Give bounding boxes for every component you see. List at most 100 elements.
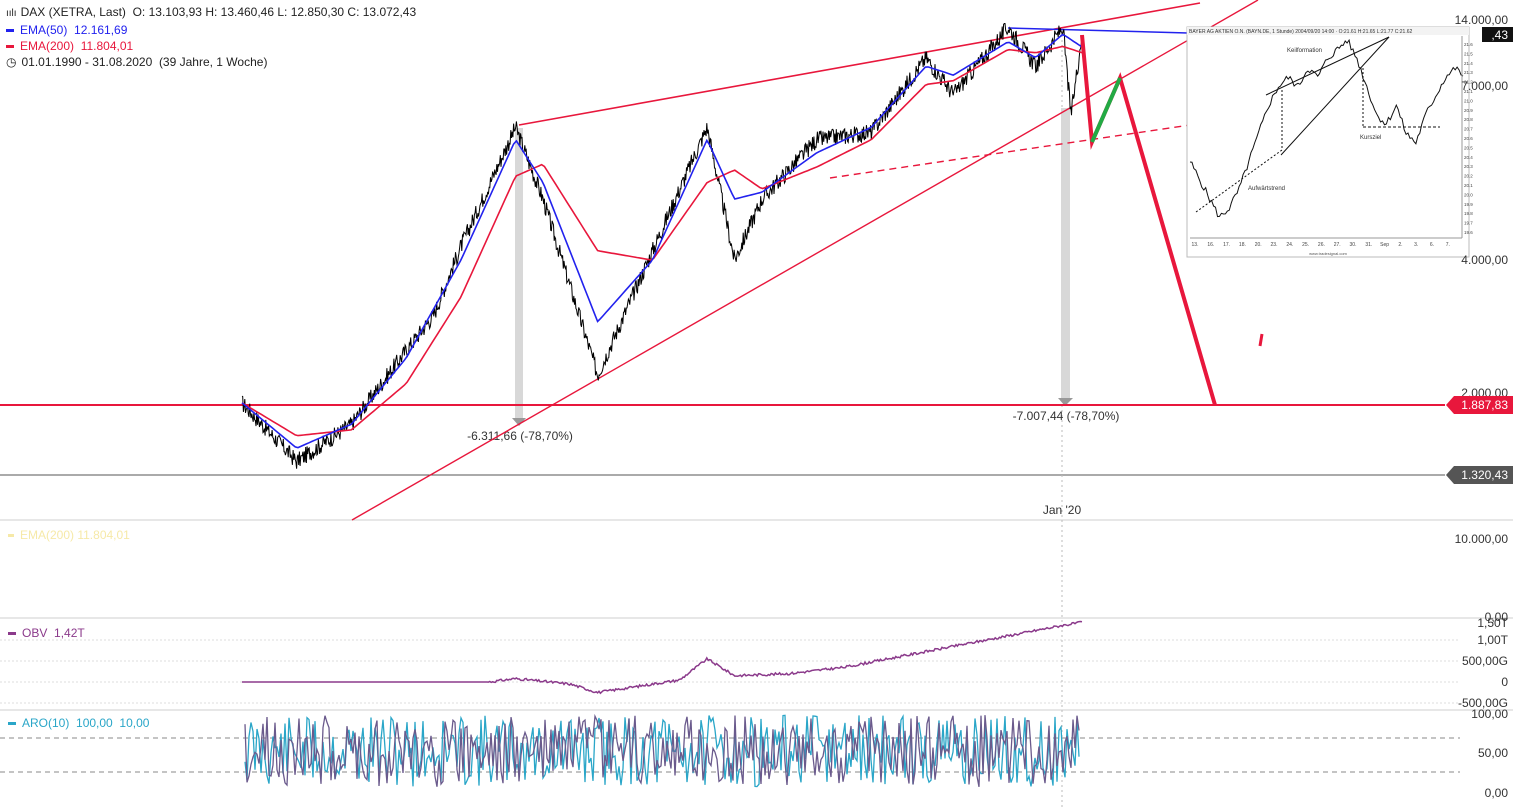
drawdown-measure-2020[interactable]	[1061, 108, 1070, 400]
obv-tick: 1,00T	[1477, 633, 1508, 647]
upper-wedge-line[interactable]	[518, 2, 1201, 126]
inset-y-tick: 21.6	[1464, 42, 1473, 47]
obv-tick: 1,50T	[1477, 616, 1508, 630]
obv-label: OBV	[22, 626, 48, 640]
inset-y-tick: 21.1	[1464, 89, 1473, 94]
inset-y-tick: 20.3	[1464, 164, 1473, 169]
ema50-series[interactable]	[241, 33, 1083, 449]
instrument-name: DAX (XETRA, Last)	[20, 5, 126, 19]
inset-x-tick: 2.	[1398, 242, 1402, 248]
drawdown-annotation-1: -6.311,66 (-78,70%)	[467, 429, 573, 443]
inset-x-tick: 26.	[1318, 242, 1325, 248]
inset-x-tick: 30.	[1350, 242, 1357, 248]
inset-y-tick: 20.2	[1464, 174, 1473, 179]
inset-y-tick: 21.2	[1464, 80, 1473, 85]
inset-frame	[1186, 26, 1470, 258]
inset-x-tick: 23.	[1271, 242, 1278, 248]
inset-x-ticks: 13. 16. 17. 18. 20. 23. 24. 25. 26. 27. 30. 31. Sep 2…	[1192, 242, 1450, 248]
legend-title-row: ıılı DAX (XETRA, Last) O: 13.103,93 H: 13…	[6, 4, 416, 22]
ema200-label: EMA(200)	[20, 39, 75, 53]
inset-label-kursziel: Kursziel	[1360, 135, 1381, 141]
inset-x-tick: 25.	[1302, 242, 1309, 248]
inset-x-tick: 3.	[1414, 242, 1418, 248]
stray-mark	[1258, 333, 1264, 347]
obv-tick: 500,00G	[1462, 654, 1508, 668]
inset-wedge-lower	[1280, 36, 1390, 156]
legend-ema50[interactable]: EMA(50) 12.161,69	[6, 22, 416, 38]
ema200-series[interactable]	[241, 45, 1083, 437]
inset-header-bar	[1187, 27, 1469, 35]
inset-y-tick: 20.7	[1464, 127, 1473, 132]
projection-up-path[interactable]	[1090, 77, 1122, 143]
level-tag-1320[interactable]	[1446, 466, 1513, 484]
aro-tick: 0,00	[1485, 786, 1509, 800]
obv-tick: -500,00G	[1458, 696, 1508, 710]
inset-wedge-upper	[1265, 36, 1390, 96]
inset-chart[interactable]: BAYER AG AKTIEN O.N. (BAYN.DE, 1 Stunde)…	[1186, 26, 1473, 258]
obv-tick: 0	[1501, 675, 1508, 689]
chart-legend: ıılı DAX (XETRA, Last) O: 13.103,93 H: 13…	[6, 4, 416, 70]
inset-x-tick: Sep	[1380, 242, 1389, 248]
obv-series[interactable]	[242, 620, 1083, 695]
ema-panel-legend[interactable]: EMA(200) 11.804,01	[8, 527, 130, 543]
obv-panel-legend[interactable]: OBV 1,42T	[8, 625, 85, 641]
ema-panel-tick: 10.000,00	[1455, 532, 1509, 546]
neckline-dashed[interactable]	[829, 124, 1191, 179]
x-tick-jan20: Jan '20	[1043, 503, 1082, 517]
lower-wedge-line[interactable]	[351, 0, 1259, 521]
inset-price-series	[1189, 38, 1464, 218]
inset-footer: www.tradesignal.com	[1309, 251, 1347, 256]
inset-label-keil: Keilformation	[1287, 48, 1322, 54]
inset-y-tick: 21.5	[1464, 51, 1473, 56]
level-tag-1887[interactable]	[1446, 396, 1513, 414]
ema200-value: 11.804,01	[80, 39, 134, 53]
obv-value: 1,42T	[54, 626, 85, 640]
y-tick: 7.000,00	[1461, 79, 1508, 93]
aroon-series[interactable]	[244, 713, 1080, 788]
drawdown-measure-2000[interactable]	[515, 128, 523, 420]
inset-y-tick: 20.5	[1464, 145, 1473, 150]
inset-y-tick: 20.9	[1464, 108, 1473, 113]
inset-y-tick: 20.1	[1464, 183, 1473, 188]
inset-y-tick: 19.7	[1464, 221, 1473, 226]
level-tag-1320-text: 1.320,43	[1461, 468, 1508, 482]
candlestick-icon: ıılı	[6, 8, 17, 19]
y-tick: 4.000,00	[1461, 253, 1508, 267]
inset-x-tick: 16.	[1207, 242, 1214, 248]
aro-panel-legend[interactable]: ARO(10) 100,00 10,00	[8, 715, 149, 731]
inset-x-tick: 20.	[1255, 242, 1262, 248]
y-tick: 14.000,00	[1455, 13, 1509, 27]
clock-icon: ◷	[6, 55, 17, 69]
aro-value-down: 10,00	[119, 716, 150, 730]
resistance-line[interactable]	[1007, 27, 1189, 34]
inset-x-tick: 13.	[1192, 242, 1199, 248]
inset-y-tick: 19.6	[1464, 230, 1473, 235]
ohlc-values: O: 13.103,93 H: 13.460,46 L: 12.850,30 C…	[132, 5, 417, 19]
inset-y-tick: 19.8	[1464, 211, 1473, 216]
drawdown-annotation-2: -7.007,44 (-78,70%)	[1013, 409, 1120, 423]
ema50-swatch	[6, 29, 14, 33]
inset-trendline	[1195, 149, 1283, 213]
inset-y-tick: 20.0	[1464, 192, 1473, 197]
inset-x-tick: 17.	[1223, 242, 1230, 248]
inset-x-tick: 31.	[1365, 242, 1372, 248]
dax-price-series[interactable]	[241, 23, 1083, 469]
inset-x-tick: 6.	[1430, 242, 1434, 248]
aroon-line	[244, 713, 1080, 788]
aro-tick: 50,00	[1478, 746, 1508, 760]
current-price-tag-text: ,43	[1491, 28, 1508, 42]
level-tag-1887-text: 1.887,83	[1461, 398, 1508, 412]
inset-x-tick: 18.	[1239, 242, 1246, 248]
ema-panel-label: EMA(200) 11.804,01	[20, 528, 130, 542]
measure-arrow-icon	[1058, 398, 1073, 406]
ema200-swatch	[6, 45, 14, 49]
inset-y-tick: 20.6	[1464, 136, 1473, 141]
inset-y-tick: 20.4	[1464, 155, 1473, 160]
inset-y-tick: 21.0	[1464, 98, 1473, 103]
ema-panel-tick: 0,00	[1485, 610, 1509, 624]
legend-ema200[interactable]: EMA(200) 11.804,01	[6, 38, 416, 54]
aro-label: ARO(10)	[22, 716, 70, 730]
aro-value-up: 100,00	[76, 716, 113, 730]
inset-label-aufwaertstrend: Aufwärtstrend	[1248, 186, 1285, 192]
